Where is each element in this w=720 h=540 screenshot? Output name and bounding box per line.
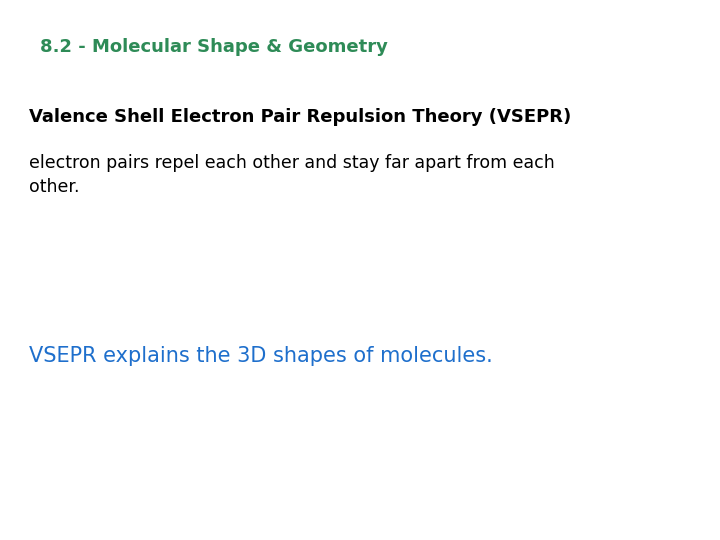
Text: 8.2 - Molecular Shape & Geometry: 8.2 - Molecular Shape & Geometry <box>40 38 387 56</box>
Text: electron pairs repel each other and stay far apart from each
other.: electron pairs repel each other and stay… <box>29 154 554 195</box>
Text: Valence Shell Electron Pair Repulsion Theory (VSEPR): Valence Shell Electron Pair Repulsion Th… <box>29 108 571 126</box>
Text: VSEPR explains the 3D shapes of molecules.: VSEPR explains the 3D shapes of molecule… <box>29 346 492 366</box>
